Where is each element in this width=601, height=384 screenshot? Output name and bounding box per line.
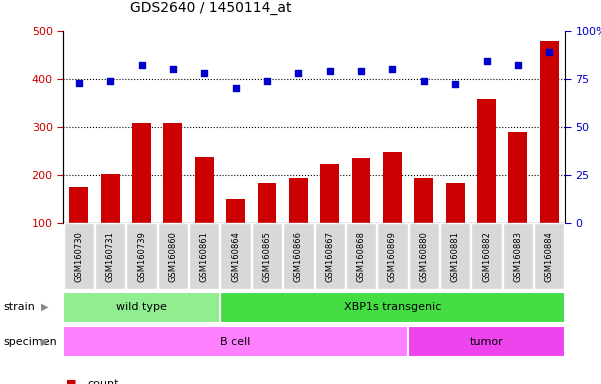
Bar [446, 183, 465, 223]
FancyBboxPatch shape [220, 292, 565, 323]
Point [200, 70, 209, 76]
FancyBboxPatch shape [314, 223, 345, 289]
Point [136, 62, 146, 68]
Text: count: count [87, 379, 118, 384]
FancyBboxPatch shape [95, 223, 126, 289]
FancyBboxPatch shape [346, 223, 376, 289]
FancyBboxPatch shape [440, 223, 471, 289]
Point [482, 58, 492, 65]
Text: B cell: B cell [221, 337, 251, 347]
Bar [477, 99, 496, 223]
Text: GSM160731: GSM160731 [106, 231, 115, 282]
Bar [320, 164, 339, 223]
Point [293, 70, 303, 76]
FancyBboxPatch shape [64, 223, 94, 289]
Point [262, 78, 272, 84]
Text: GSM160868: GSM160868 [356, 231, 365, 282]
Bar [258, 183, 276, 223]
Text: GSM160864: GSM160864 [231, 231, 240, 282]
Bar [508, 131, 527, 223]
Text: wild type: wild type [116, 302, 167, 312]
Point [419, 78, 429, 84]
Text: ■: ■ [66, 379, 76, 384]
Bar [383, 152, 402, 223]
Text: GSM160861: GSM160861 [200, 231, 209, 282]
FancyBboxPatch shape [252, 223, 282, 289]
Bar [540, 41, 559, 223]
Text: GSM160730: GSM160730 [75, 231, 84, 282]
FancyBboxPatch shape [502, 223, 533, 289]
FancyBboxPatch shape [189, 223, 219, 289]
FancyBboxPatch shape [534, 223, 564, 289]
FancyBboxPatch shape [63, 326, 408, 357]
Text: strain: strain [3, 302, 35, 312]
FancyBboxPatch shape [471, 223, 502, 289]
Point [388, 66, 397, 72]
Point [513, 62, 523, 68]
Bar [69, 187, 88, 223]
Text: GSM160739: GSM160739 [137, 231, 146, 282]
Text: GSM160867: GSM160867 [325, 231, 334, 282]
Text: GSM160880: GSM160880 [419, 231, 429, 282]
Bar [414, 178, 433, 223]
Text: GSM160869: GSM160869 [388, 231, 397, 282]
Point [356, 68, 366, 74]
Point [74, 79, 84, 86]
FancyBboxPatch shape [408, 326, 565, 357]
FancyBboxPatch shape [283, 223, 314, 289]
Text: GSM160881: GSM160881 [451, 231, 460, 282]
Text: GSM160884: GSM160884 [545, 231, 554, 282]
Text: ▶: ▶ [41, 337, 48, 347]
FancyBboxPatch shape [409, 223, 439, 289]
Point [105, 78, 115, 84]
FancyBboxPatch shape [63, 292, 220, 323]
FancyBboxPatch shape [126, 223, 157, 289]
FancyBboxPatch shape [221, 223, 251, 289]
Bar [195, 157, 213, 223]
Bar [132, 123, 151, 223]
Text: GSM160866: GSM160866 [294, 231, 303, 282]
Text: tumor: tumor [469, 337, 504, 347]
FancyBboxPatch shape [157, 223, 188, 289]
Text: ▶: ▶ [41, 302, 48, 312]
Point [325, 68, 335, 74]
Text: GSM160883: GSM160883 [513, 231, 522, 282]
Text: specimen: specimen [3, 337, 56, 347]
Bar [226, 199, 245, 223]
Text: GSM160882: GSM160882 [482, 231, 491, 282]
Point [545, 49, 554, 55]
FancyBboxPatch shape [377, 223, 407, 289]
Point [450, 81, 460, 88]
Bar [101, 174, 120, 223]
Text: GDS2640 / 1450114_at: GDS2640 / 1450114_at [130, 2, 291, 15]
Text: GSM160865: GSM160865 [263, 231, 272, 282]
Point [168, 66, 178, 72]
Bar [352, 158, 370, 223]
Text: XBP1s transgenic: XBP1s transgenic [344, 302, 441, 312]
Bar [163, 123, 182, 223]
Bar [289, 178, 308, 223]
Point [231, 85, 240, 91]
Text: GSM160860: GSM160860 [168, 231, 177, 282]
